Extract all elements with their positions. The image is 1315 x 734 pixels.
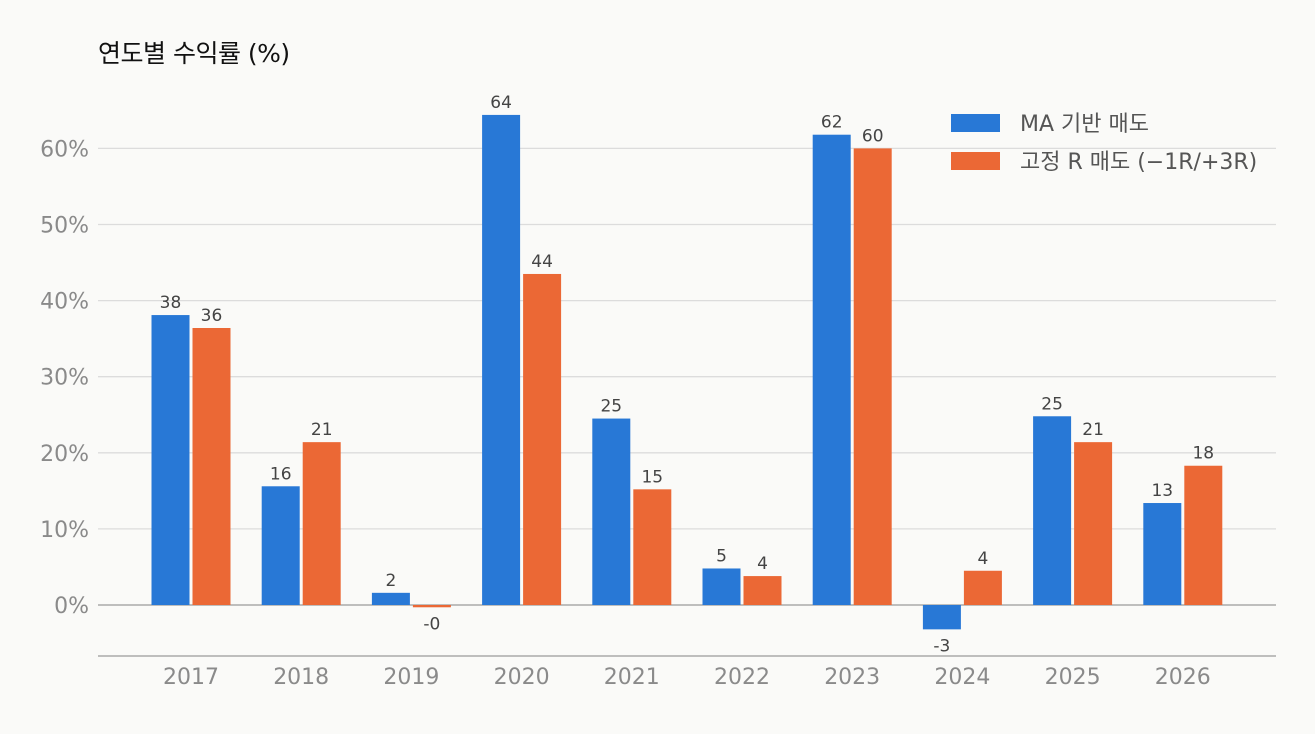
bar[interactable] xyxy=(192,327,231,605)
legend-label: 고정 R 매도 (−1R/+3R) xyxy=(1020,150,1257,175)
bar[interactable] xyxy=(1033,416,1072,605)
x-tick-label: 2022 xyxy=(714,665,770,690)
legend-label: MA 기반 매도 xyxy=(1020,112,1149,137)
bar[interactable] xyxy=(963,570,1002,605)
data-label: 25 xyxy=(600,397,622,417)
data-label: 4 xyxy=(757,554,768,574)
bar[interactable] xyxy=(743,576,782,605)
y-tick-label: 20% xyxy=(40,442,89,467)
x-tick-label: 2025 xyxy=(1045,665,1101,690)
data-label: 13 xyxy=(1151,481,1173,501)
x-tick-label: 2018 xyxy=(273,665,329,690)
data-label: -0 xyxy=(423,614,440,634)
bar[interactable] xyxy=(633,489,672,605)
data-label: 36 xyxy=(201,306,223,326)
x-tick-label: 2019 xyxy=(383,665,439,690)
data-label: 38 xyxy=(160,293,182,313)
bar[interactable] xyxy=(412,605,451,608)
bar[interactable] xyxy=(922,605,961,630)
data-label: 5 xyxy=(716,546,727,566)
x-tick-label: 2024 xyxy=(934,665,990,690)
data-label: -3 xyxy=(933,636,950,656)
data-label: 21 xyxy=(311,420,333,440)
y-tick-label: 30% xyxy=(40,366,89,391)
bar[interactable] xyxy=(482,114,521,605)
y-tick-label: 0% xyxy=(54,594,89,619)
legend-swatch xyxy=(951,114,1000,132)
bar[interactable] xyxy=(1184,465,1223,605)
bar[interactable] xyxy=(371,592,410,605)
chart-title: 연도별 수익률 (%) xyxy=(98,39,290,68)
x-tick-label: 2020 xyxy=(494,665,550,690)
bar[interactable] xyxy=(1074,442,1113,605)
bar[interactable] xyxy=(523,273,562,605)
data-label: 16 xyxy=(270,464,292,484)
y-tick-label: 10% xyxy=(40,518,89,543)
data-label: 2 xyxy=(385,571,396,591)
x-tick-label: 2017 xyxy=(163,665,219,690)
data-label: 64 xyxy=(490,93,512,113)
x-tick-label: 2026 xyxy=(1155,665,1211,690)
x-tick-label: 2021 xyxy=(604,665,660,690)
legend-swatch xyxy=(951,152,1000,170)
data-label: 60 xyxy=(862,126,884,146)
bar[interactable] xyxy=(853,148,892,605)
y-tick-label: 50% xyxy=(40,214,89,239)
data-label: 25 xyxy=(1041,394,1063,414)
bar[interactable] xyxy=(812,134,851,605)
data-label: 18 xyxy=(1192,444,1214,464)
bar[interactable] xyxy=(1143,503,1182,605)
bar[interactable] xyxy=(151,315,190,605)
data-label: 4 xyxy=(977,549,988,569)
bar[interactable] xyxy=(702,568,741,605)
data-label: 15 xyxy=(641,467,663,487)
bar[interactable] xyxy=(302,442,341,605)
x-tick-label: 2023 xyxy=(824,665,880,690)
data-label: 44 xyxy=(531,252,553,272)
data-label: 62 xyxy=(821,113,843,133)
bar[interactable] xyxy=(261,486,300,605)
y-tick-label: 40% xyxy=(40,290,89,315)
bar[interactable] xyxy=(592,418,631,605)
y-tick-label: 60% xyxy=(40,137,89,162)
data-label: 21 xyxy=(1082,420,1104,440)
